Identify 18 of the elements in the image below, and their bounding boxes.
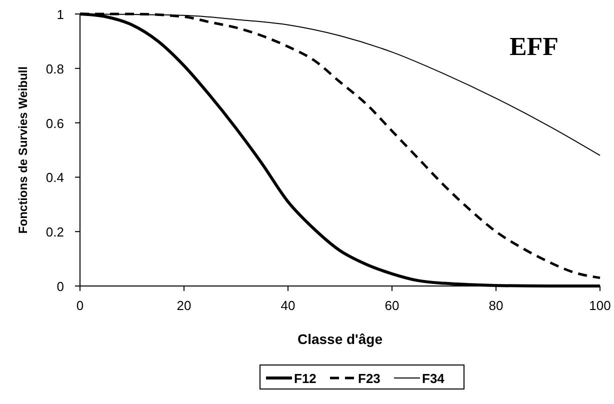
y-tick-label: 0.2 [46,224,64,240]
y-tick-label: 0.4 [46,170,64,186]
y-tick-label: 0.8 [46,61,64,76]
text: EFF [509,32,559,61]
y-tick-label: 1 [56,7,64,22]
y-axis-title: Fonctions de Survies Weibull [16,66,30,234]
x-tick-label: 20 [176,298,192,313]
legend-label: F12 [294,371,316,386]
x-tick-label: 80 [488,298,504,313]
y-tick-label: 0 [56,279,64,294]
y-tick-label: 0.6 [46,116,64,131]
x-tick-label: 100 [589,298,611,313]
x-tick-label: 0 [76,298,84,313]
legend-label: F34 [422,371,446,386]
x-tick-label: 60 [384,298,400,313]
x-tick-label: 40 [280,298,296,313]
legend-label: F23 [358,371,380,386]
x-axis-title: Classe d'âge [297,331,383,347]
